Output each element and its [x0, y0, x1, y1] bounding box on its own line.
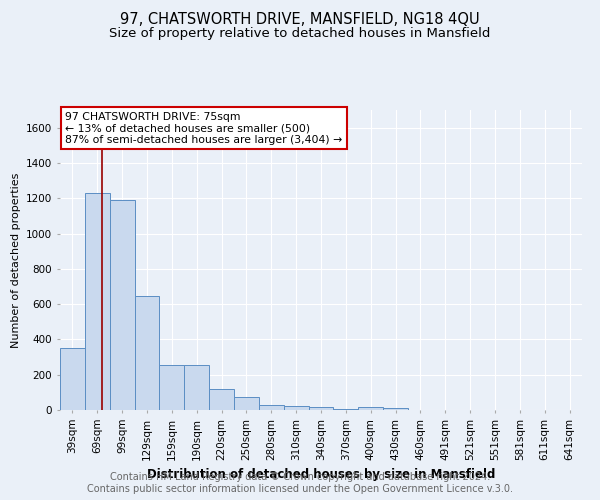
- Text: 97 CHATSWORTH DRIVE: 75sqm
← 13% of detached houses are smaller (500)
87% of sem: 97 CHATSWORTH DRIVE: 75sqm ← 13% of deta…: [65, 112, 343, 144]
- X-axis label: Distribution of detached houses by size in Mansfield: Distribution of detached houses by size …: [147, 468, 495, 481]
- Text: Contains HM Land Registry data © Crown copyright and database right 2024.: Contains HM Land Registry data © Crown c…: [110, 472, 490, 482]
- Text: 97, CHATSWORTH DRIVE, MANSFIELD, NG18 4QU: 97, CHATSWORTH DRIVE, MANSFIELD, NG18 4Q…: [120, 12, 480, 28]
- Bar: [209, 389, 234, 410]
- Bar: [284, 406, 308, 410]
- Text: Size of property relative to detached houses in Mansfield: Size of property relative to detached ho…: [109, 28, 491, 40]
- Bar: [234, 397, 259, 410]
- Bar: [259, 404, 284, 410]
- Bar: [334, 409, 358, 410]
- Y-axis label: Number of detached properties: Number of detached properties: [11, 172, 20, 348]
- Text: Contains public sector information licensed under the Open Government Licence v.: Contains public sector information licen…: [87, 484, 513, 494]
- Bar: [160, 365, 184, 410]
- Bar: [85, 193, 110, 410]
- Bar: [134, 296, 160, 410]
- Bar: [60, 348, 85, 410]
- Bar: [184, 365, 209, 410]
- Bar: [308, 408, 334, 410]
- Bar: [358, 408, 383, 410]
- Bar: [383, 408, 408, 410]
- Bar: [110, 200, 134, 410]
